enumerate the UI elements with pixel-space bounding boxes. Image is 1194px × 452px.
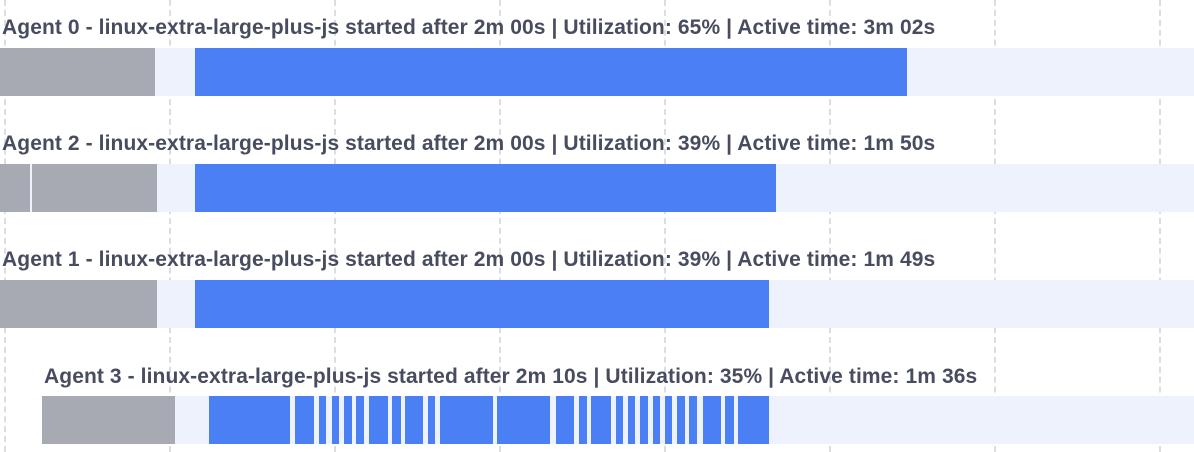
active-segment[interactable] [664, 396, 672, 444]
active-segment[interactable] [343, 396, 352, 444]
active-segment[interactable] [194, 48, 908, 96]
waiting-segment[interactable] [31, 164, 158, 212]
active-segment[interactable] [356, 396, 365, 444]
active-segment[interactable] [640, 396, 649, 444]
active-segment[interactable] [209, 396, 290, 444]
agent-track [0, 48, 1194, 96]
agent-label: Agent 3 - linux-extra-large-plus-js star… [44, 365, 978, 388]
agent-label: Agent 0 - linux-extra-large-plus-js star… [2, 16, 936, 39]
active-segment[interactable] [653, 396, 660, 444]
gridline [829, 0, 831, 452]
gridline [994, 0, 996, 452]
gridline [334, 0, 336, 452]
active-segment[interactable] [590, 396, 612, 444]
waiting-segment[interactable] [0, 164, 30, 212]
waiting-segment[interactable] [0, 280, 158, 328]
active-segment[interactable] [194, 164, 777, 212]
waiting-segment[interactable] [42, 396, 176, 444]
active-segment[interactable] [319, 396, 326, 444]
active-segment[interactable] [194, 280, 769, 328]
agent-label: Agent 1 - linux-extra-large-plus-js star… [2, 248, 936, 271]
active-segment[interactable] [737, 396, 770, 444]
waiting-segment[interactable] [0, 48, 155, 96]
active-segment[interactable] [391, 396, 402, 444]
active-segment[interactable] [677, 396, 685, 444]
active-segment[interactable] [627, 396, 636, 444]
active-segment[interactable] [404, 396, 423, 444]
gridline [169, 0, 171, 452]
active-segment[interactable] [440, 396, 494, 444]
agent-track [42, 396, 1194, 444]
active-segment[interactable] [331, 396, 339, 444]
active-segment[interactable] [369, 396, 389, 444]
agent-label: Agent 2 - linux-extra-large-plus-js star… [2, 132, 936, 155]
gridline [4, 0, 6, 452]
gridline [664, 0, 666, 452]
active-segment[interactable] [579, 396, 588, 444]
active-segment[interactable] [688, 396, 698, 444]
active-segment[interactable] [703, 396, 722, 444]
active-segment[interactable] [556, 396, 575, 444]
active-segment[interactable] [427, 396, 436, 444]
agent-track [0, 164, 1194, 212]
gridline [1159, 0, 1161, 452]
active-segment[interactable] [724, 396, 735, 444]
agent-track [0, 280, 1194, 328]
active-segment[interactable] [616, 396, 623, 444]
active-segment[interactable] [496, 396, 551, 444]
active-segment[interactable] [294, 396, 315, 444]
gridline [499, 0, 501, 452]
